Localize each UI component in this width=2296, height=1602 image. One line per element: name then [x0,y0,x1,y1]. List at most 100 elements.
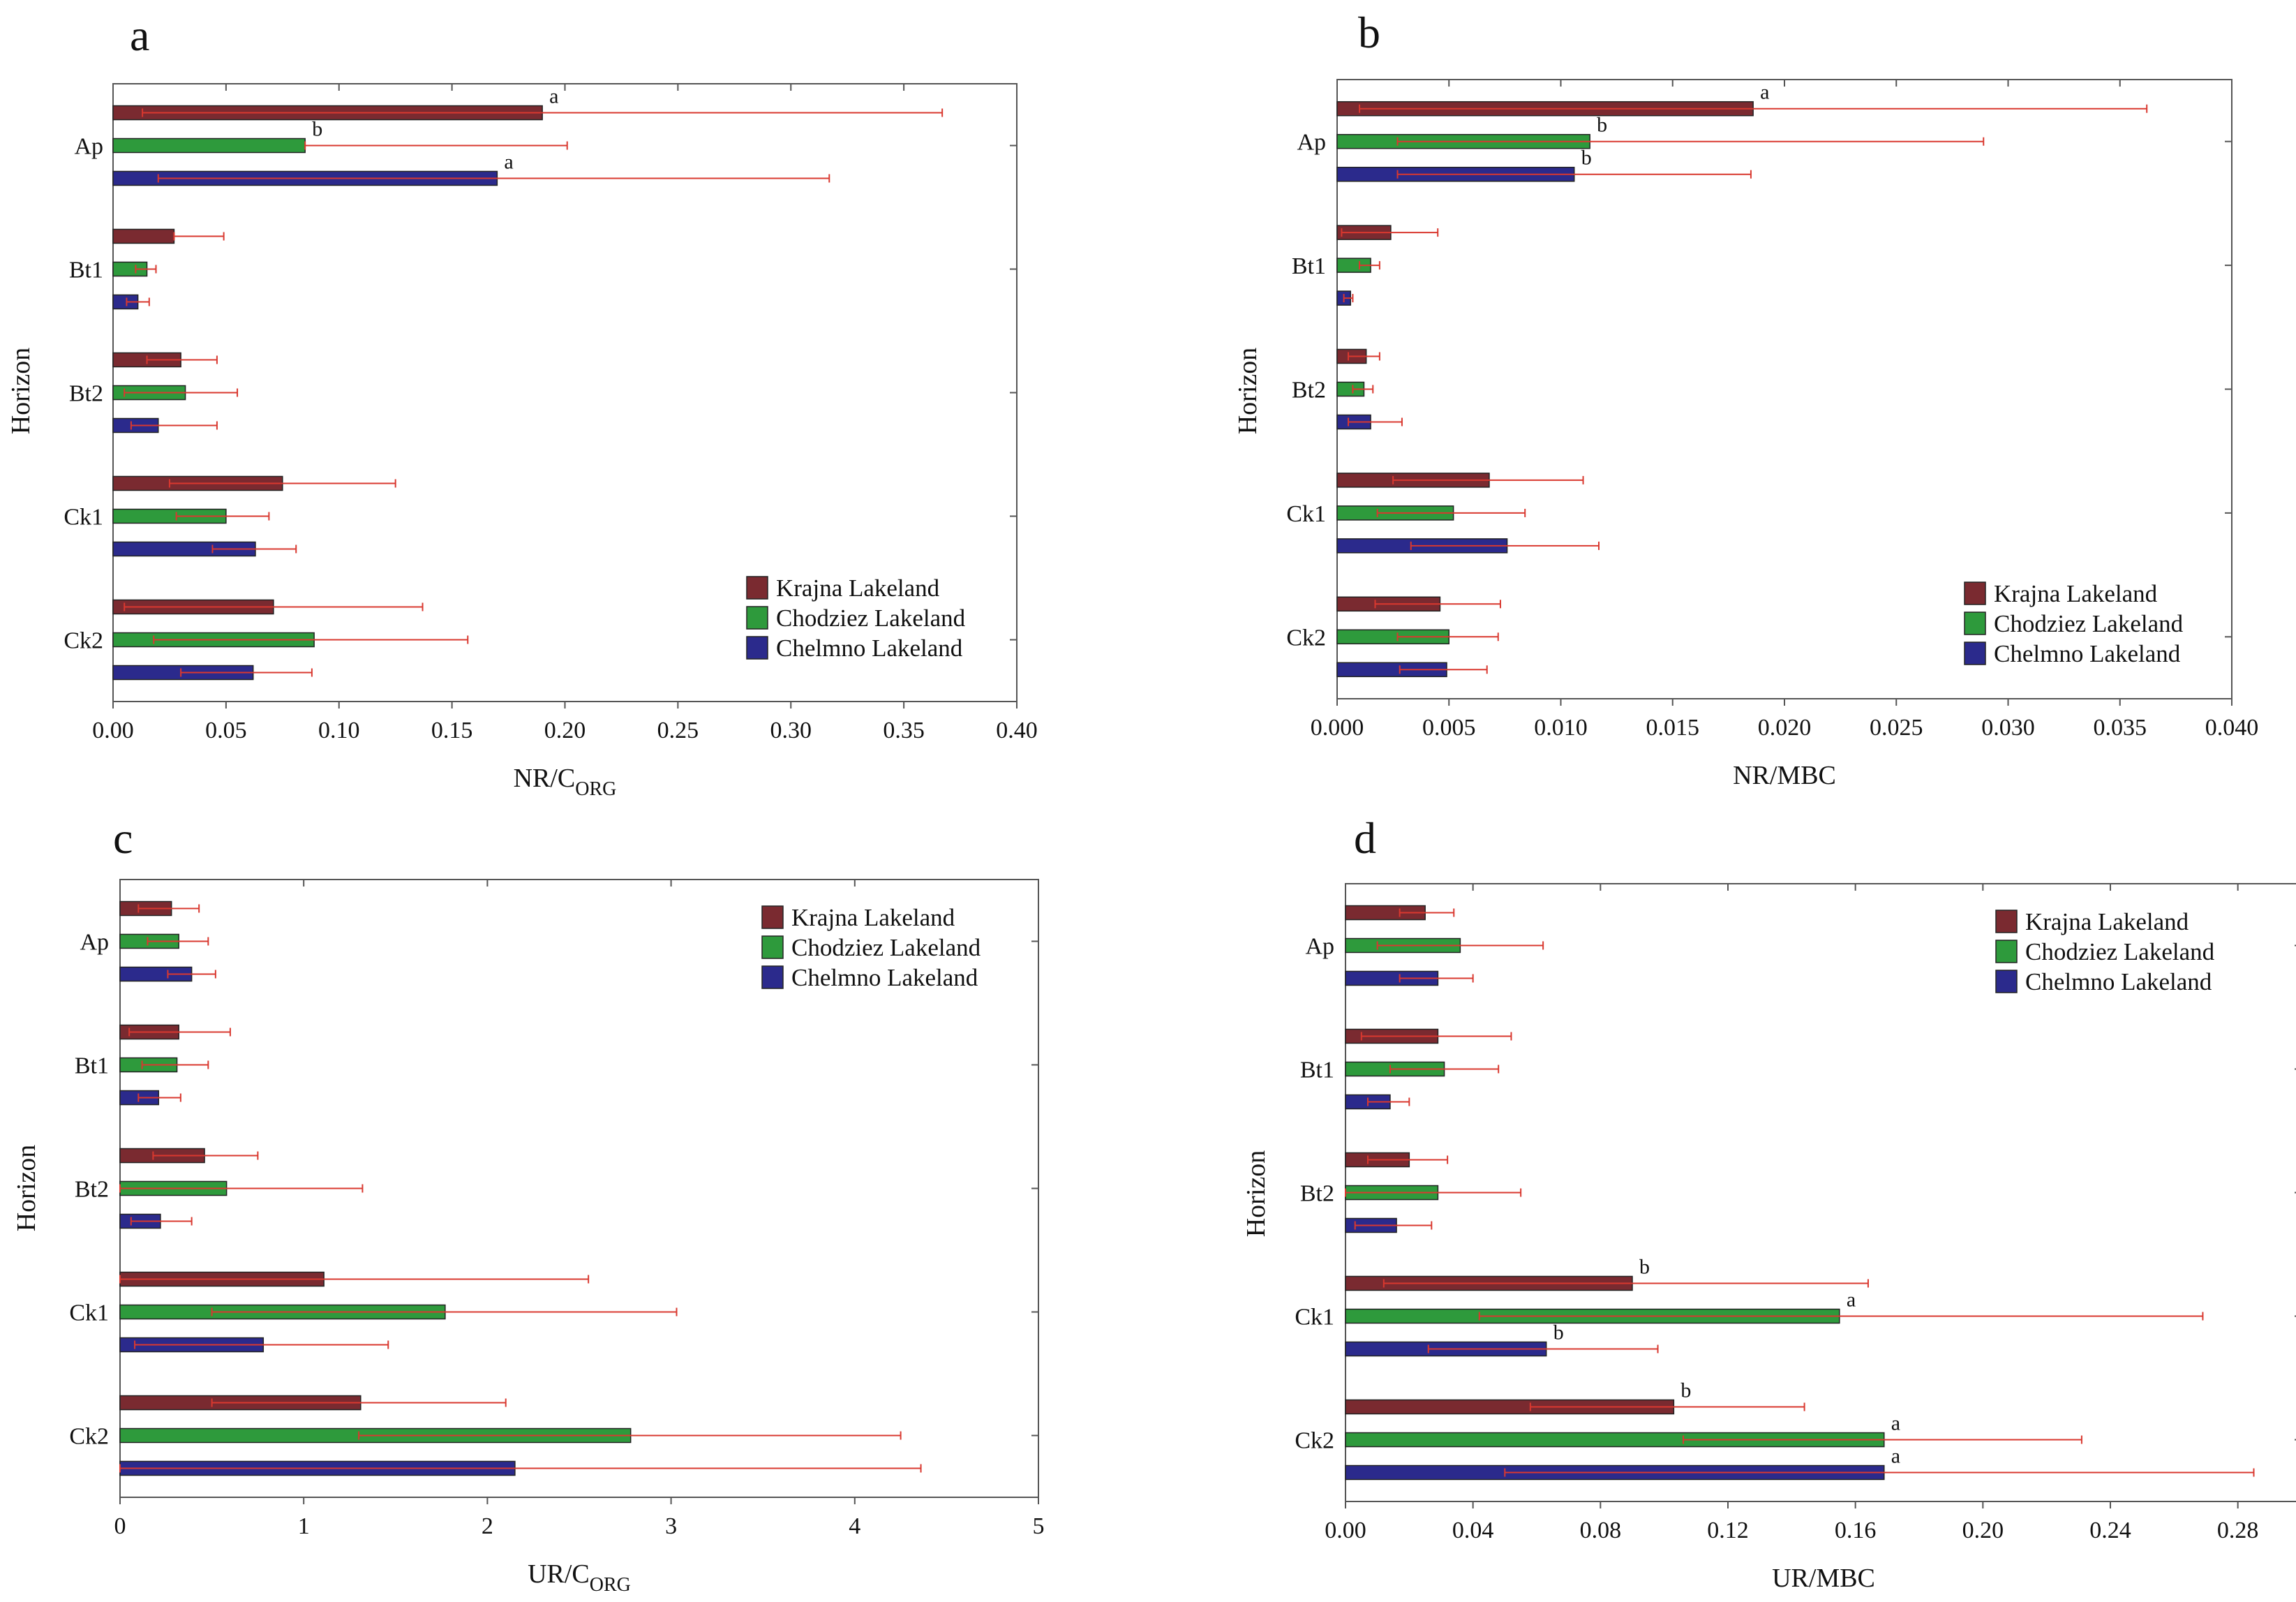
legend-swatch [746,636,768,660]
chart-panel-a: a 0.00 0.05 0.10 0.15 0.20 0.25 0.30 0.35 0.40 NR/… [6,10,1038,800]
legend: Krajna Lakeland Chodziez Lakeland Chelmno … [761,904,981,991]
category-label: Ck2 [69,1424,109,1450]
x-tick-label: 0.05 [205,718,247,743]
x-tick-label: 5 [1033,1513,1045,1539]
x-tick-label: 0.40 [996,718,1038,743]
legend-swatch [1964,581,1986,605]
category-label: Bt2 [1300,1181,1334,1207]
x-tick-label: 0.30 [770,718,812,743]
category-label: Ck2 [1286,625,1326,651]
legend-label: Krajna Lakeland [1994,580,2158,607]
significance-label: b [1553,1321,1564,1344]
category-label: Bt2 [69,381,103,407]
category-label: Ap [74,134,103,160]
x-tick-label: 0.04 [1452,1518,1494,1543]
x-tick-label: 0.20 [1962,1518,2004,1543]
x-tick-label: 0.020 [1758,715,1812,741]
category-label: Ap [1297,130,1326,156]
legend-swatch [1995,940,2018,963]
category-label: Ap [80,930,109,956]
significance-label: a [1847,1289,1856,1312]
legend-label: Chelmno Lakeland [1994,640,2181,667]
category-label: Bt2 [1292,378,1326,403]
x-tick-label: 0.24 [2089,1518,2131,1543]
legend-swatch [746,576,768,600]
x-axis-label-main: UR/C [528,1559,590,1589]
x-tick-label: 0.000 [1311,715,1364,741]
category-label: Bt1 [69,258,103,283]
x-tick-label: 0 [114,1513,126,1539]
significance-label: a [504,151,513,174]
bar-a-bt1-s1 [112,228,175,244]
significance-label: a [1891,1445,1900,1468]
x-tick-label: 0.030 [1981,715,2035,741]
y-axis-label: Horizon [1233,348,1262,435]
x-tick-label: 0.16 [1835,1518,1877,1543]
chart-panel-c: c 0 1 2 3 4 5 UR/CORG Horizon Ap Bt1 Bt2 Ck1 Ck2 Krajn… [12,813,1045,1596]
x-axis-label-subscript: ORG [575,778,616,800]
chart-panel-d: d 0.00 0.04 0.08 0.12 0.16 0.20 0.24 0.28 UR/MBC H… [1242,813,2296,1593]
x-axis-label-main: NR/MBC [1733,761,1836,790]
legend: Krajna Lakeland Chodziez Lakeland Chelmno … [746,574,966,662]
y-axis-label: Horizon [6,348,36,435]
significance-label: a [1891,1412,1900,1435]
x-axis-label-main: NR/C [514,764,576,793]
category-label: Bt2 [75,1177,109,1203]
x-tick-label: 0.35 [883,718,925,743]
chart-panel-b: b 0.000 0.005 0.010 0.015 0.020 0.025 0.030 0.03… [1233,8,2258,790]
x-tick-label: 4 [849,1513,860,1539]
significance-label: b [1639,1256,1650,1279]
category-label: Ck2 [1295,1428,1334,1454]
x-tick-label: 0.12 [1707,1518,1749,1543]
category-label: Bt1 [75,1053,109,1079]
category-label: Bt1 [1292,253,1326,279]
x-tick-label: 0.035 [2094,715,2147,741]
category-label: Ck1 [69,1300,109,1326]
panel-label: b [1358,8,1380,57]
legend-swatch [761,935,784,959]
legend-swatch [746,606,768,630]
legend-label: Chelmno Lakeland [776,635,963,662]
x-tick-label: 0.005 [1422,715,1476,741]
x-tick-label: 0.00 [1325,1518,1366,1543]
category-label: Ck2 [64,628,103,654]
significance-label: a [549,85,558,108]
x-tick-label: 1 [298,1513,310,1539]
legend-swatch [1995,970,2018,993]
x-tick-label: 2 [482,1513,493,1539]
x-tick-label: 0.28 [2217,1518,2259,1543]
x-tick-label: 0.20 [544,718,586,743]
bar-a-ap-s2 [112,138,306,154]
legend-swatch [1964,641,1986,665]
significance-label: b [1680,1379,1691,1402]
legend-label: Chodziez Lakeland [1994,610,2184,637]
x-tick-label: 0.010 [1534,715,1588,741]
legend-label: Chodziez Lakeland [776,605,966,632]
panel-label: a [130,10,149,60]
legend-label: Krajna Lakeland [2025,908,2189,935]
x-axis-label: UR/MBC [1772,1564,1875,1593]
x-tick-label: 0.00 [92,718,134,743]
panel-label: c [113,813,133,863]
x-axis-label: NR/MBC [1733,761,1836,790]
legend-label: Chodziez Lakeland [791,934,981,961]
category-label: Ck1 [64,505,103,531]
legend-label: Chelmno Lakeland [791,964,978,991]
significance-label: b [1581,147,1592,170]
significance-label: b [312,118,322,141]
x-tick-label: 0.15 [431,718,473,743]
legend: Krajna Lakeland Chodziez Lakeland Chelmno … [1995,908,2215,995]
category-label: Ck1 [1295,1305,1334,1330]
x-tick-label: 0.25 [657,718,699,743]
x-tick-label: 3 [665,1513,677,1539]
y-axis-label: Horizon [12,1145,41,1232]
x-tick-label: 0.025 [1870,715,1923,741]
category-label: Ck1 [1286,501,1326,527]
significance-label: a [1760,81,1769,104]
x-axis-label-main: UR/MBC [1772,1564,1875,1593]
legend-swatch [1995,910,2018,933]
x-tick-label: 0.10 [318,718,360,743]
x-axis-label: UR/CORG [528,1559,631,1596]
legend-label: Chelmno Lakeland [2025,968,2212,995]
legend-swatch [761,965,784,989]
